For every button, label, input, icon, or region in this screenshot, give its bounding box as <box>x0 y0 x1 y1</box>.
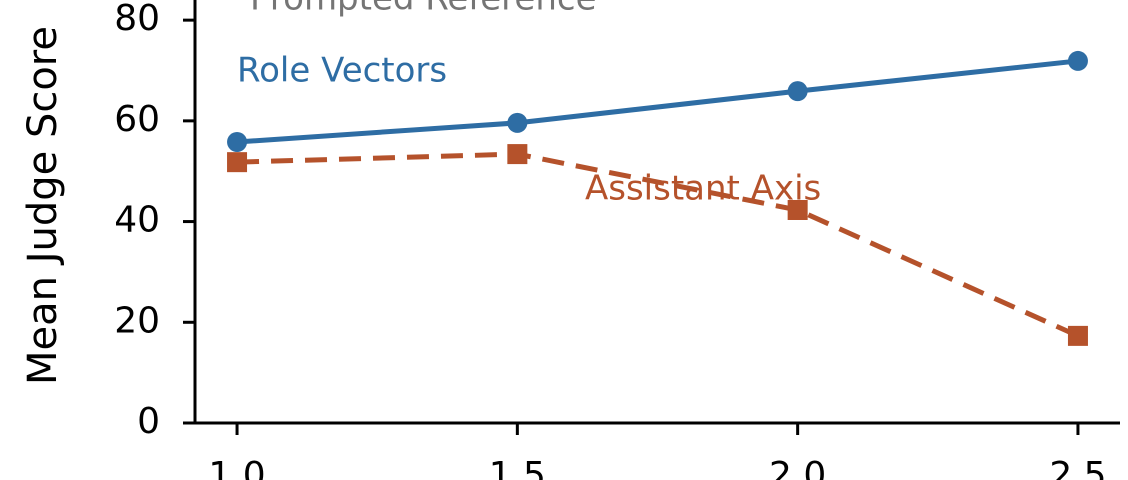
series-label: Assistant Axis <box>585 169 821 209</box>
point <box>1067 50 1088 71</box>
point <box>787 199 808 220</box>
point <box>1067 325 1088 346</box>
point <box>507 144 528 165</box>
x-tick-label: 1.5 <box>489 455 546 480</box>
y-tick-label: 20 <box>114 300 160 341</box>
point <box>227 132 248 153</box>
y-tick-label: 40 <box>114 200 160 241</box>
series-label: Prompted Reference <box>250 0 597 19</box>
y-tick-label: 60 <box>114 99 160 140</box>
x-tick-label: 2.0 <box>769 455 826 480</box>
y-tick-label: 80 <box>114 0 160 39</box>
series-line <box>236 58 1079 145</box>
series-label: Role Vectors <box>237 51 447 91</box>
series-line <box>236 151 1079 339</box>
point <box>507 112 528 133</box>
point <box>227 152 248 173</box>
x-tick-label: 1.0 <box>208 455 265 480</box>
x-tick-label: 2.5 <box>1049 455 1106 480</box>
y-axis-label: Mean Judge Score <box>20 26 66 385</box>
y-tick-label: 0 <box>137 401 160 442</box>
point <box>787 81 808 102</box>
